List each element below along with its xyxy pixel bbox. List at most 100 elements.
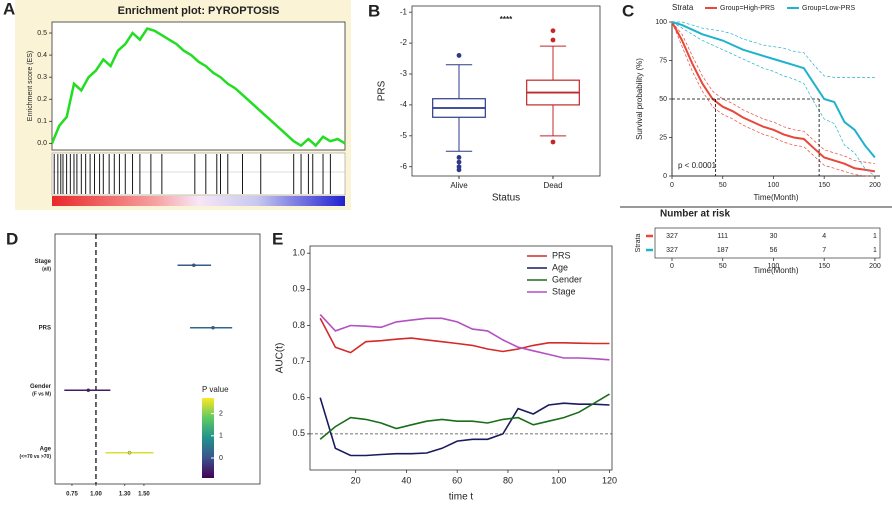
risk-count: 4 — [822, 233, 826, 240]
y-axis-label: PRS — [377, 80, 388, 101]
y-tick-label: -2 — [400, 38, 408, 47]
x-tick-label: 80 — [503, 475, 513, 485]
x-tick-label: 1.00 — [90, 492, 102, 498]
risk-count: 7 — [822, 247, 826, 254]
colorbar-tick-label: 2 — [219, 410, 223, 417]
legend-label: Stage — [552, 286, 576, 296]
es-line — [50, 27, 346, 148]
plot-frame — [309, 245, 613, 471]
y-tick-label: 1.0 — [292, 248, 305, 258]
legend-label: Group=High-PRS — [720, 5, 775, 12]
y-tick-label: 0.5 — [37, 30, 47, 37]
risk-count: 187 — [717, 247, 729, 254]
y-tick-label: 75 — [659, 57, 667, 64]
y-axis-label: Survival probability (%) — [635, 58, 644, 140]
y-tick-label: 0.3 — [37, 74, 47, 81]
panel-letter: B — [368, 1, 380, 20]
plot-frame — [411, 5, 601, 177]
legend-label: Age — [552, 262, 568, 272]
auc-line — [319, 314, 610, 361]
legend-label: Group=Low-PRS — [802, 5, 855, 12]
risk-count: 1 — [873, 247, 877, 254]
colorbar-tick-label: 0 — [219, 455, 223, 462]
legend-title: Strata — [672, 3, 694, 12]
estimate — [192, 263, 196, 267]
x-tick-label: 0 — [670, 263, 674, 270]
x-tick-label: Dead — [543, 181, 562, 190]
y-tick-label: 0.9 — [292, 284, 305, 294]
plot-frame — [51, 21, 346, 151]
risk-count: 327 — [666, 247, 678, 254]
auc-line — [319, 397, 610, 457]
x-tick-label: 0 — [670, 182, 674, 189]
y-tick-label: 0.4 — [37, 52, 47, 59]
y-axis-label: Enrichment score (ES) — [27, 51, 34, 121]
estimate — [211, 325, 215, 330]
y-axis-label: AUC(t) — [275, 343, 286, 374]
hit-strip — [51, 152, 346, 196]
row-sublabel: (all) — [42, 267, 51, 273]
x-tick-label: 60 — [452, 475, 462, 485]
risk-title: Number at risk — [660, 209, 730, 220]
y-tick-label: -5 — [400, 131, 408, 140]
auc-line — [319, 393, 610, 440]
x-tick-label: 0.75 — [66, 492, 78, 498]
row-label: Gender — [30, 384, 52, 390]
plot-area — [52, 22, 345, 150]
outlier — [456, 159, 462, 165]
colorbar — [202, 398, 214, 478]
x-axis-label: Time(Month) — [753, 266, 798, 275]
x-tick-label: 120 — [602, 475, 617, 485]
outlier — [550, 28, 556, 34]
y-tick-label: -4 — [400, 100, 408, 109]
outlier — [550, 139, 556, 145]
risk-count: 1 — [873, 233, 877, 240]
outlier — [456, 155, 462, 160]
colorbar-tick-label: 1 — [219, 433, 223, 440]
y-tick-label: -1 — [400, 7, 408, 16]
risk-count: 30 — [770, 233, 778, 240]
y-tick-label: 0.0 — [37, 140, 47, 147]
x-tick-label: 40 — [401, 475, 411, 485]
outlier — [456, 167, 462, 173]
x-tick-label: 150 — [818, 182, 830, 189]
x-tick-label: 150 — [818, 263, 830, 270]
chart-title: Enrichment plot: PYROPTOSIS — [118, 5, 280, 17]
panel-letter: E — [272, 229, 283, 248]
y-tick-label: 0.6 — [292, 392, 305, 402]
x-axis-label: Status — [492, 193, 520, 204]
plot-frame — [54, 233, 261, 485]
panel-letter: D — [6, 229, 18, 248]
risk-frame — [654, 227, 881, 259]
x-tick-label: 100 — [551, 475, 566, 485]
survival-curve — [671, 21, 876, 159]
x-tick-label: 1.50 — [138, 492, 150, 498]
y-tick-label: 0.5 — [292, 428, 305, 438]
row-label: Stage — [35, 259, 52, 265]
x-tick-label: 50 — [719, 182, 727, 189]
confidence-line — [671, 21, 875, 177]
y-tick-label: 0 — [663, 173, 667, 180]
row-sublabel: (<=70 vs >70) — [19, 454, 51, 460]
x-tick-label: 100 — [768, 182, 780, 189]
annotation: **** — [500, 15, 513, 24]
confidence-line — [672, 21, 875, 78]
x-tick-label: 50 — [719, 263, 727, 270]
x-axis-label: Time(Month) — [753, 193, 798, 202]
x-tick-label: 200 — [869, 263, 881, 270]
x-tick-label: 1.30 — [119, 492, 131, 498]
estimate — [127, 450, 132, 455]
x-tick-label: Alive — [450, 181, 468, 190]
y-tick-label: -6 — [400, 162, 408, 171]
y-tick-label: 0.2 — [37, 96, 47, 103]
y-tick-label: -3 — [400, 69, 408, 78]
panel-letter: A — [3, 0, 15, 18]
y-tick-label: 0.8 — [292, 320, 305, 330]
legend-label: Gender — [552, 274, 582, 284]
colorbar-title: P value — [202, 385, 229, 394]
risk-count: 111 — [717, 233, 728, 240]
annotation: p < 0.0001 — [678, 161, 717, 170]
x-tick-label: 100 — [768, 263, 780, 270]
legend-label: PRS — [552, 250, 571, 260]
